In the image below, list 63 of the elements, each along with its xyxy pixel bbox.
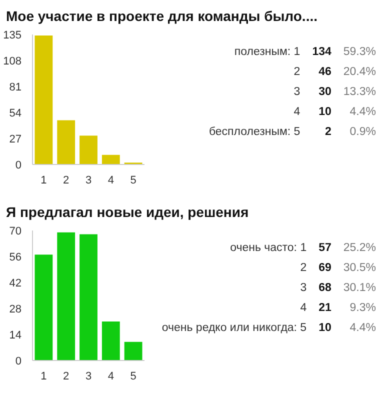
bar [57,120,76,164]
bar [80,234,98,360]
y-tick-label: 108 [3,56,22,68]
bar [34,35,53,164]
text: 68 [318,281,332,296]
y-tick-label: 56 [9,252,22,264]
x-tick-label: 3 [85,370,92,382]
x-tick-label: 2 [63,370,70,382]
text: 21 [318,301,332,316]
y-tick-label: 28 [9,304,22,316]
x-tick-label: 2 [63,174,70,186]
y-tick-label: 135 [3,30,22,42]
text: 2 [324,125,332,140]
text: 2 [299,261,308,276]
x-tick-label: 1 [40,174,47,186]
x-tick-label: 4 [108,174,114,186]
bar [34,254,53,360]
x-tick-label: 1 [40,370,47,382]
bar [102,154,120,164]
text: 30 [318,85,332,100]
y-tick-label: 0 [15,160,22,172]
x-tick-label: 4 [108,370,114,382]
text: 0.9% [348,125,377,140]
text: 57 [318,241,332,256]
x-tick-label: 5 [130,370,136,382]
text: 134 [311,45,332,60]
text: 2 [292,65,302,80]
text: 10 [318,105,332,120]
y-tick-label: 70 [9,226,22,238]
y-tick-label: 42 [9,278,22,290]
chart-title: Я предлагал новые идеи, решения [6,203,249,222]
text: очень часто: 1 [229,241,308,256]
y-tick-label: 54 [9,108,22,120]
y-tick-label: 81 [9,82,22,94]
text: 69 [318,261,332,276]
text: 4 [292,105,302,120]
bar [57,232,76,360]
text: 9.3% [348,301,377,316]
text: 4.4% [348,321,377,336]
y-tick-label: 0 [15,356,22,368]
chart-title: Мое участие в проекте для команды было.... [6,7,318,26]
text: 13.3% [342,85,377,100]
x-tick-label: 5 [130,174,136,186]
text: 25.2% [342,241,377,256]
bar [80,136,98,164]
text: 59.3% [342,45,377,60]
y-tick-label: 27 [9,134,22,146]
text: 10 [318,321,332,336]
text: 30.5% [342,261,377,276]
text: полезным: 1 [233,45,302,60]
text: 30.1% [342,281,377,296]
bar [124,342,142,360]
text: 46 [318,65,332,80]
bar [102,322,120,360]
text: очень редко или никогда: 5 [160,321,308,336]
text: 20.4% [342,65,377,80]
text: 4 [299,301,308,316]
text: 3 [299,281,308,296]
text: 3 [292,85,302,100]
y-tick-label: 14 [9,330,22,342]
x-tick-label: 3 [85,174,92,186]
text: 4.4% [348,105,377,120]
text: бесплолезным: 5 [208,125,302,140]
